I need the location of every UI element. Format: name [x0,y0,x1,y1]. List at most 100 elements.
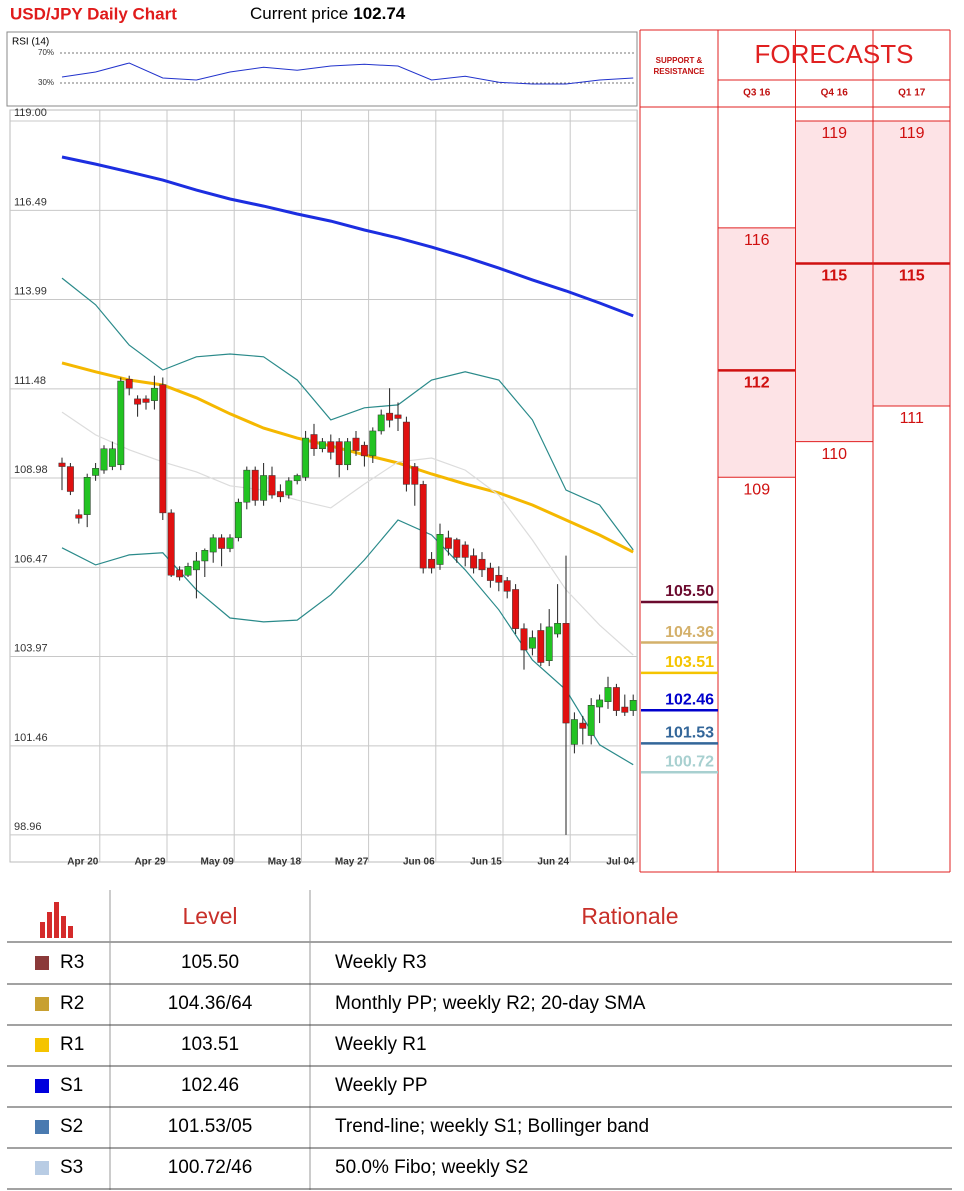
candle-body [218,537,226,549]
candle-body [554,623,562,635]
candle-body [537,630,545,663]
candle-body [570,719,578,745]
candle-body [394,414,402,419]
rsi-line [61,62,634,85]
candle-body [369,430,377,457]
row-level: 104.36/64 [168,993,253,1014]
candle-body [268,475,276,496]
indicator-line [61,519,634,766]
candle-body [604,687,612,702]
candle-body [226,537,234,549]
forecast-value: 115 [821,268,847,285]
row-rationale: Trend-line; weekly S1; Bollinger band [335,1116,649,1137]
candle-body [66,466,74,492]
x-tick-label: Jun 06 [403,857,435,868]
candle-body [545,626,553,661]
y-tick-label: 108.98 [14,464,48,476]
period-label: Q3 16 [743,88,771,99]
rsi-tick-label: 70% [38,48,54,57]
candle-body [411,466,419,485]
price-caption: Current price 102.74 [250,4,406,23]
candle-body [184,566,192,576]
forecast-band [718,227,796,478]
candle-body [209,537,217,553]
candle-body [75,514,83,519]
candle-body [629,700,637,711]
candle-body [612,687,620,711]
y-tick-label: 116.49 [14,196,47,208]
sr-title: SUPPORT & RESISTANCE [654,56,706,76]
candle-body [100,448,108,471]
forecast-value: 119 [821,125,847,142]
candle-body [108,448,116,467]
row-swatch [35,956,49,970]
candle-body [386,412,394,421]
candle-body [419,484,427,569]
candle-body [512,589,520,629]
candle-body [293,475,301,482]
candle-body [453,539,461,558]
chart-title: USD/JPY Daily Chart [10,4,177,23]
row-swatch [35,1120,49,1134]
candle-body [134,398,142,405]
candle-body [302,437,310,478]
candle-body [503,580,511,592]
rsi-title: RSI (14) [12,37,49,48]
candle-body [117,380,125,466]
x-tick-label: May 27 [335,857,369,868]
level-label: 102.46 [665,691,714,708]
candle-body [327,441,335,453]
y-tick-label: 98.96 [14,821,42,833]
candle-body [251,469,259,501]
candle-body [528,637,536,649]
candle-body [58,462,66,467]
candle-body [243,469,251,503]
candle-body [344,441,352,466]
row-swatch [35,1079,49,1093]
period-label: Q4 16 [821,88,849,99]
candle-body [486,567,494,581]
candle-body [310,434,318,449]
forecast-value: 111 [900,410,924,427]
candle-body [142,398,150,403]
row-name: R3 [60,952,84,973]
x-tick-label: May 18 [268,857,302,868]
y-tick-label: 101.46 [14,732,48,744]
candle-body [428,558,436,569]
price-label: Current price [250,4,348,23]
level-label: 100.72 [665,753,714,770]
candle-body [176,569,184,578]
candle-body [520,628,528,651]
candle-body [92,468,100,476]
level-label: 101.53 [665,725,714,742]
x-tick-label: Jun 15 [470,857,502,868]
candle-body [461,544,469,558]
row-swatch [35,997,49,1011]
candle-body [285,480,293,496]
rsi-frame [6,31,638,107]
candle-body [587,705,595,736]
forecast-value: 115 [899,268,925,285]
table-header: Rationale [581,903,678,929]
candle-body [234,501,242,539]
forecast-value: 109 [743,481,770,498]
x-tick-label: Jul 04 [606,857,635,868]
y-tick-label: 119.00 [14,107,47,119]
candle-body [335,441,343,466]
row-name: S3 [60,1157,83,1178]
row-rationale: Weekly PP [335,1075,428,1096]
forecast-value: 119 [899,125,925,142]
candle-body [360,444,368,457]
indicator-line [61,411,634,656]
candle-body [621,706,629,713]
row-rationale: Weekly R1 [335,1034,427,1055]
forecast-value: 110 [821,446,847,463]
candle-body [260,475,268,501]
y-tick-label: 111.48 [14,375,46,387]
candle-body [596,699,604,708]
row-swatch [35,1161,49,1175]
row-level: 105.50 [181,952,239,973]
candle-body [470,555,478,569]
level-label: 105.50 [665,583,714,600]
row-rationale: 50.0% Fibo; weekly S2 [335,1157,528,1178]
